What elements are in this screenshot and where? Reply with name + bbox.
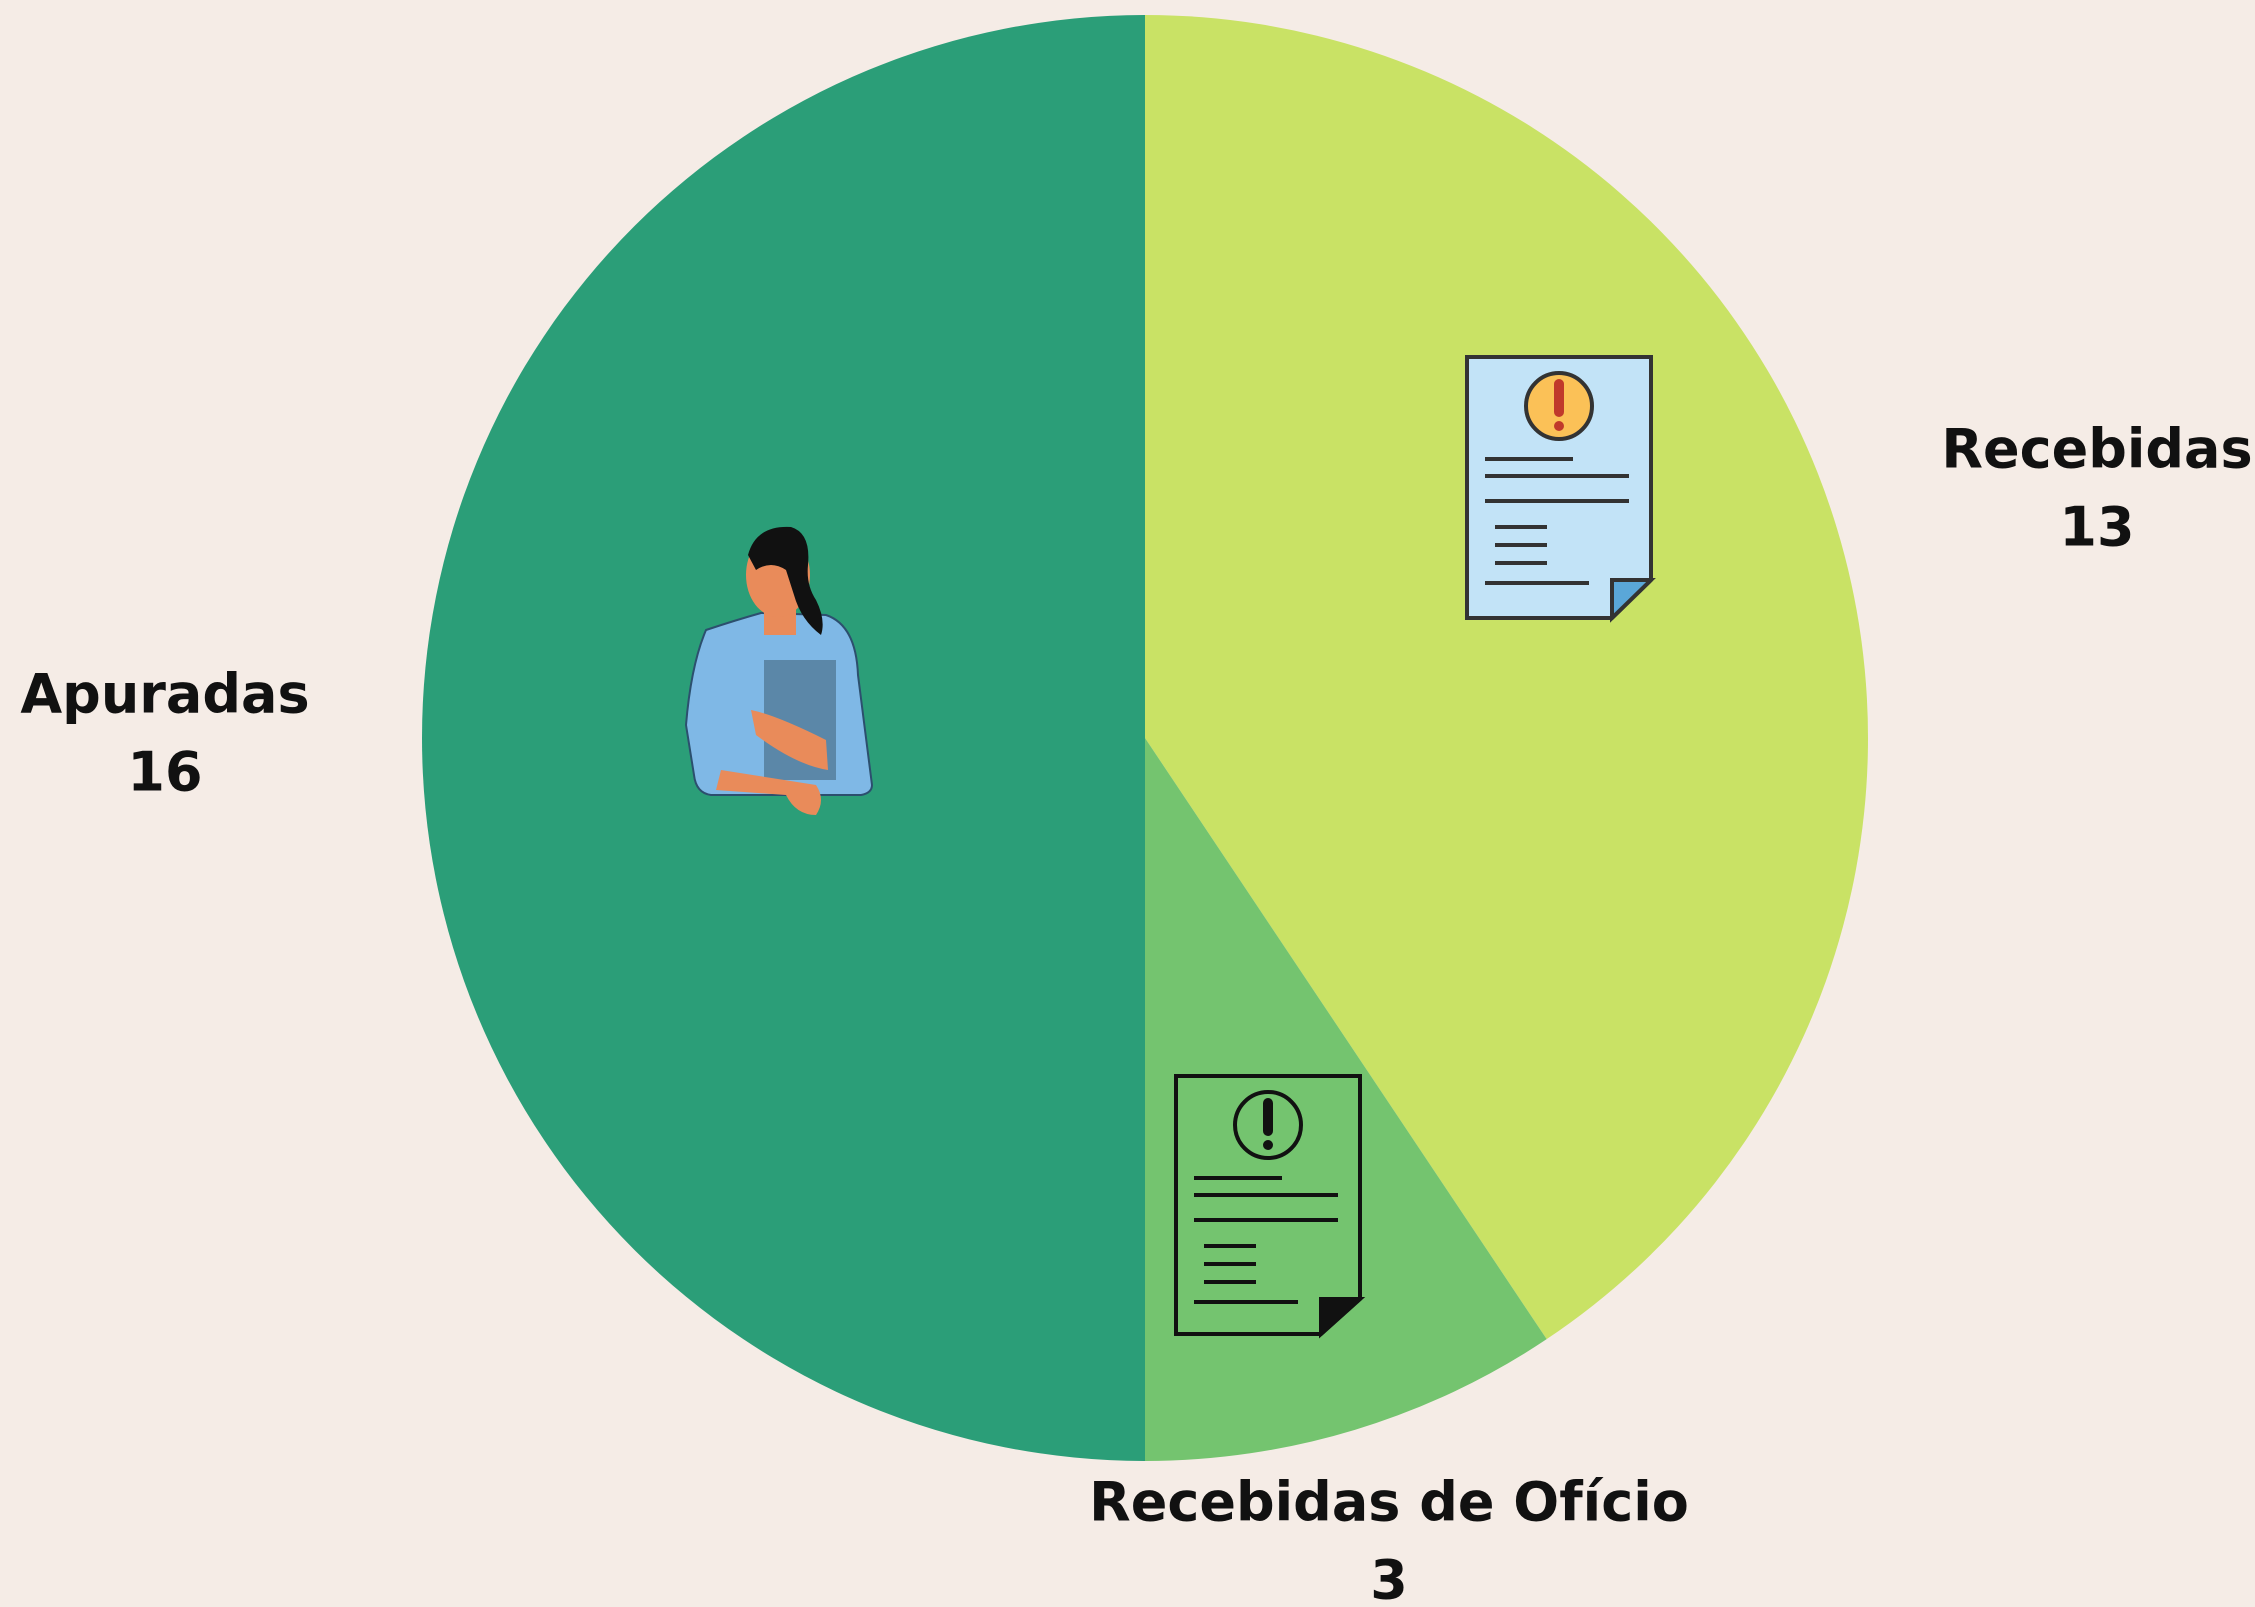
slice-value: 16	[127, 741, 202, 804]
page: Recebidas 13 Recebidas de Ofício 3 Apuradas 1…	[0, 0, 2255, 1607]
slice-label: Recebidas	[1941, 418, 2252, 481]
document-icon	[1176, 1076, 1360, 1334]
slice-value: 3	[1370, 1549, 1408, 1607]
slice-value: 13	[2059, 496, 2134, 559]
document-icon	[1467, 357, 1651, 618]
chart: Recebidas 13 Recebidas de Ofício 3 Apuradas 1…	[0, 0, 2255, 1607]
slice-label: Recebidas de Ofício	[1089, 1471, 1689, 1534]
pie	[422, 15, 1868, 1461]
slice-label: Apuradas	[20, 663, 309, 726]
